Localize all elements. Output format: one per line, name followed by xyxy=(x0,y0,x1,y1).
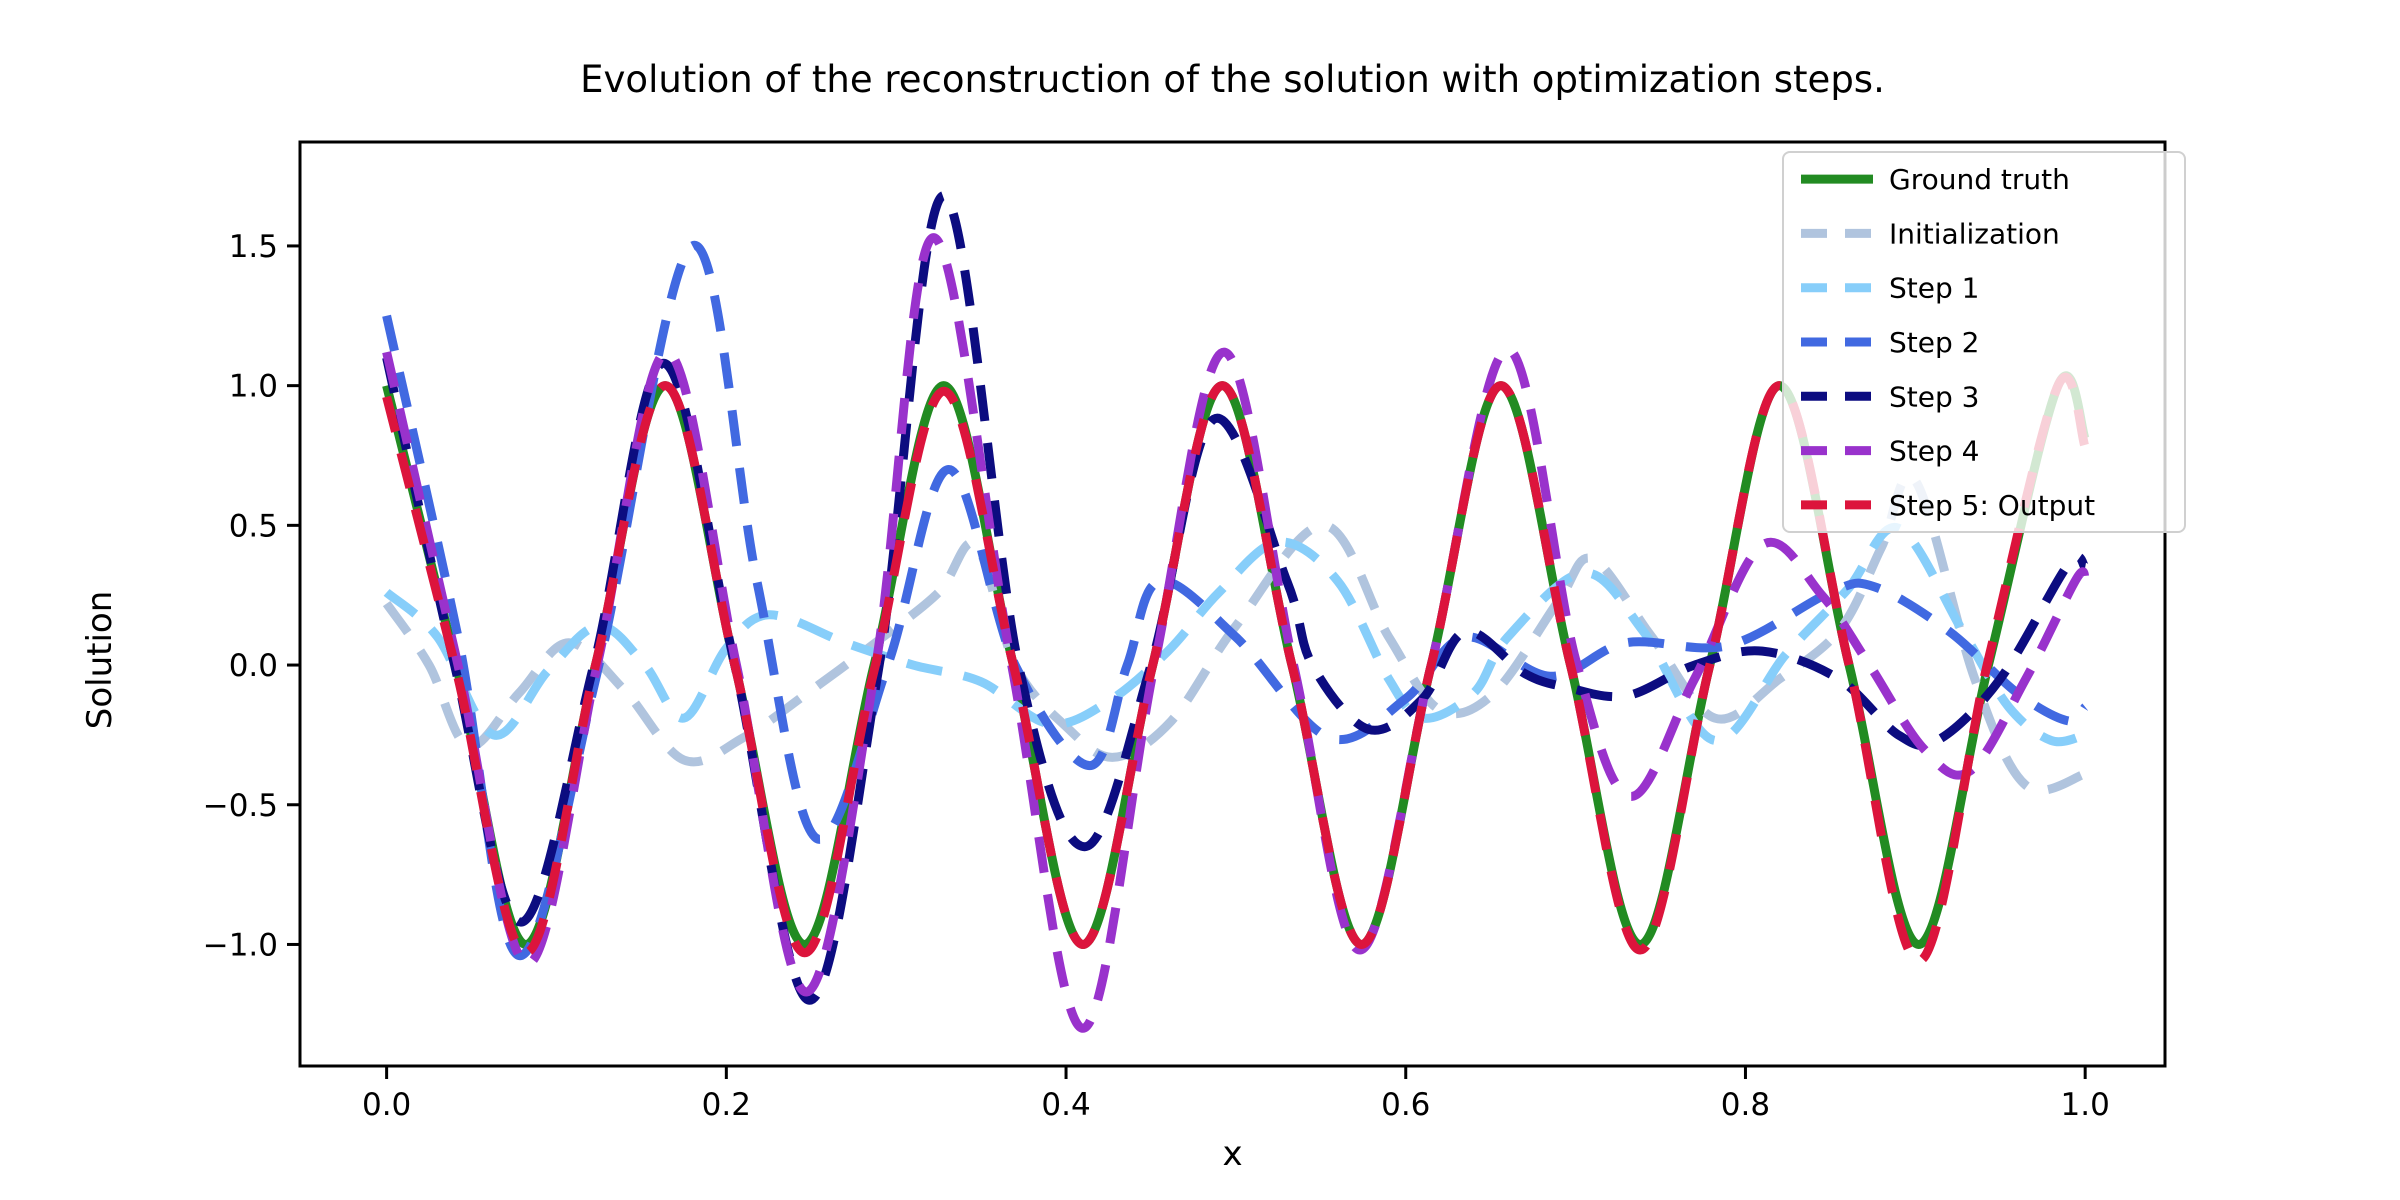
series-path-step-3 xyxy=(382,191,2089,1005)
series-path-initialization xyxy=(382,471,2087,795)
legend-label-step-2: Step 2 xyxy=(1889,326,1979,359)
legend-label-step-3: Step 3 xyxy=(1889,380,1979,413)
x-tick-label: 0.6 xyxy=(1381,1087,1430,1123)
series-path-step-4 xyxy=(382,233,2090,1033)
y-tick-label: 1.5 xyxy=(229,229,278,265)
x-tick-label: 0.2 xyxy=(702,1087,751,1123)
legend-label-initialization: Initialization xyxy=(1889,217,2060,250)
y-tick-label: −1.0 xyxy=(203,927,278,963)
y-axis-label: Solution xyxy=(80,590,120,730)
x-tick-label: 0.8 xyxy=(1721,1087,1770,1123)
y-tick-label: −0.5 xyxy=(203,788,278,824)
legend-label-step-4: Step 4 xyxy=(1889,435,1979,468)
legend-label-ground-truth: Ground truth xyxy=(1889,163,2070,196)
legend-box xyxy=(1782,151,2186,533)
y-tick-label: 0.5 xyxy=(229,508,278,544)
x-tick-label: 0.4 xyxy=(1041,1087,1090,1123)
chart-title: Evolution of the reconstruction of the s… xyxy=(580,58,1885,101)
x-axis-label: x xyxy=(1222,1134,1243,1174)
series-path-step-5-output xyxy=(382,372,2090,966)
legend-label-step-5-output: Step 5: Output xyxy=(1889,489,2095,522)
y-tick-label: 0.0 xyxy=(229,648,278,684)
y-tick-label: 1.0 xyxy=(229,369,278,405)
series-path-step-1 xyxy=(383,523,2087,747)
x-tick-label: 1.0 xyxy=(2061,1087,2110,1123)
x-tick-label: 0.0 xyxy=(362,1087,411,1123)
legend-label-step-1: Step 1 xyxy=(1889,272,1979,305)
